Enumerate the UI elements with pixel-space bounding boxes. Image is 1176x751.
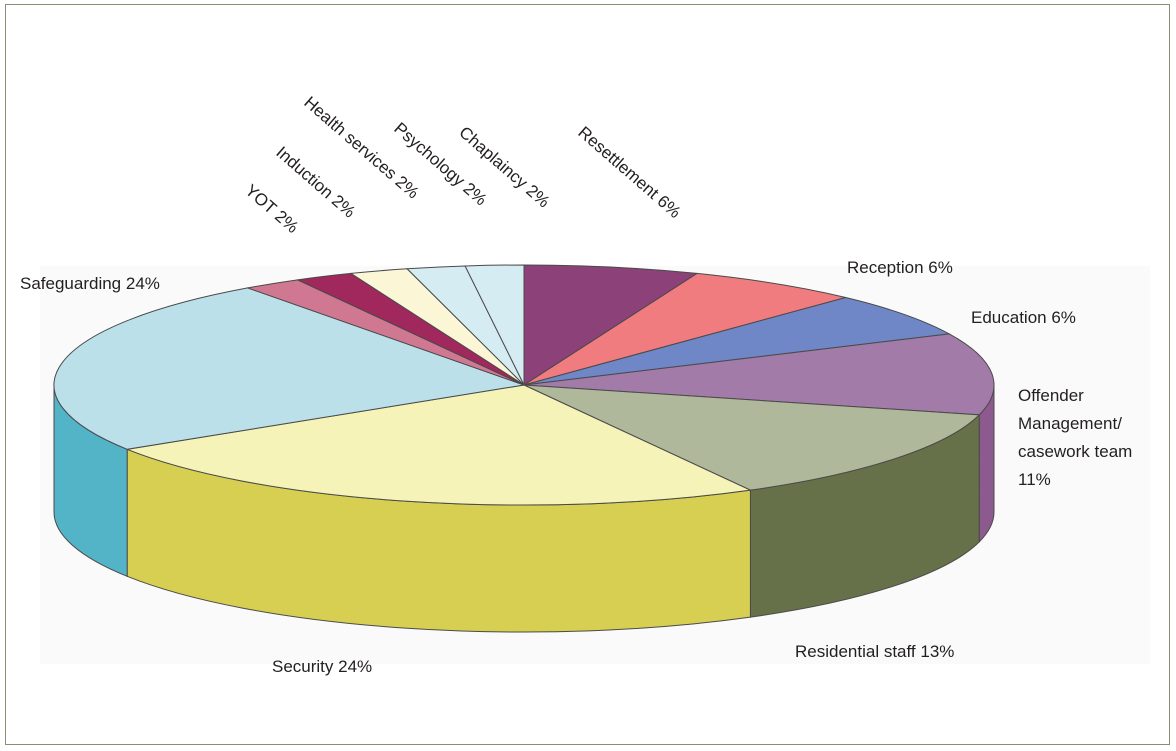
label-education: Education 6% bbox=[971, 308, 1076, 327]
label-offender-line-1: Offender bbox=[1018, 386, 1084, 405]
label-offender-line-3: casework team bbox=[1018, 442, 1132, 461]
pie-slice-11 bbox=[464, 264, 525, 386]
pie-slice-6 bbox=[53, 287, 525, 450]
pie-slice-1 bbox=[523, 272, 846, 386]
label-offender-line-2: Management/ bbox=[1018, 414, 1122, 433]
label-offender-management: Offender Management/ casework team 11% bbox=[1018, 386, 1137, 489]
pie-slice-0 bbox=[523, 264, 699, 386]
pie-slice-4 bbox=[523, 384, 981, 491]
pie-top-slices bbox=[53, 264, 995, 506]
label-security: Security 24% bbox=[272, 657, 372, 676]
label-residential-staff: Residential staff 13% bbox=[795, 642, 954, 661]
pie-slice-2 bbox=[523, 297, 951, 386]
label-reception: Reception 6% bbox=[847, 258, 953, 277]
pie-slice-5 bbox=[125, 384, 753, 506]
label-yot: YOT 2% bbox=[241, 181, 302, 237]
label-safeguarding: Safeguarding 24% bbox=[20, 274, 160, 293]
label-resettlement: Resettlement 6% bbox=[574, 123, 684, 222]
label-offender-line-4: 11% bbox=[1018, 470, 1051, 489]
pie-slice-3 bbox=[523, 333, 995, 416]
